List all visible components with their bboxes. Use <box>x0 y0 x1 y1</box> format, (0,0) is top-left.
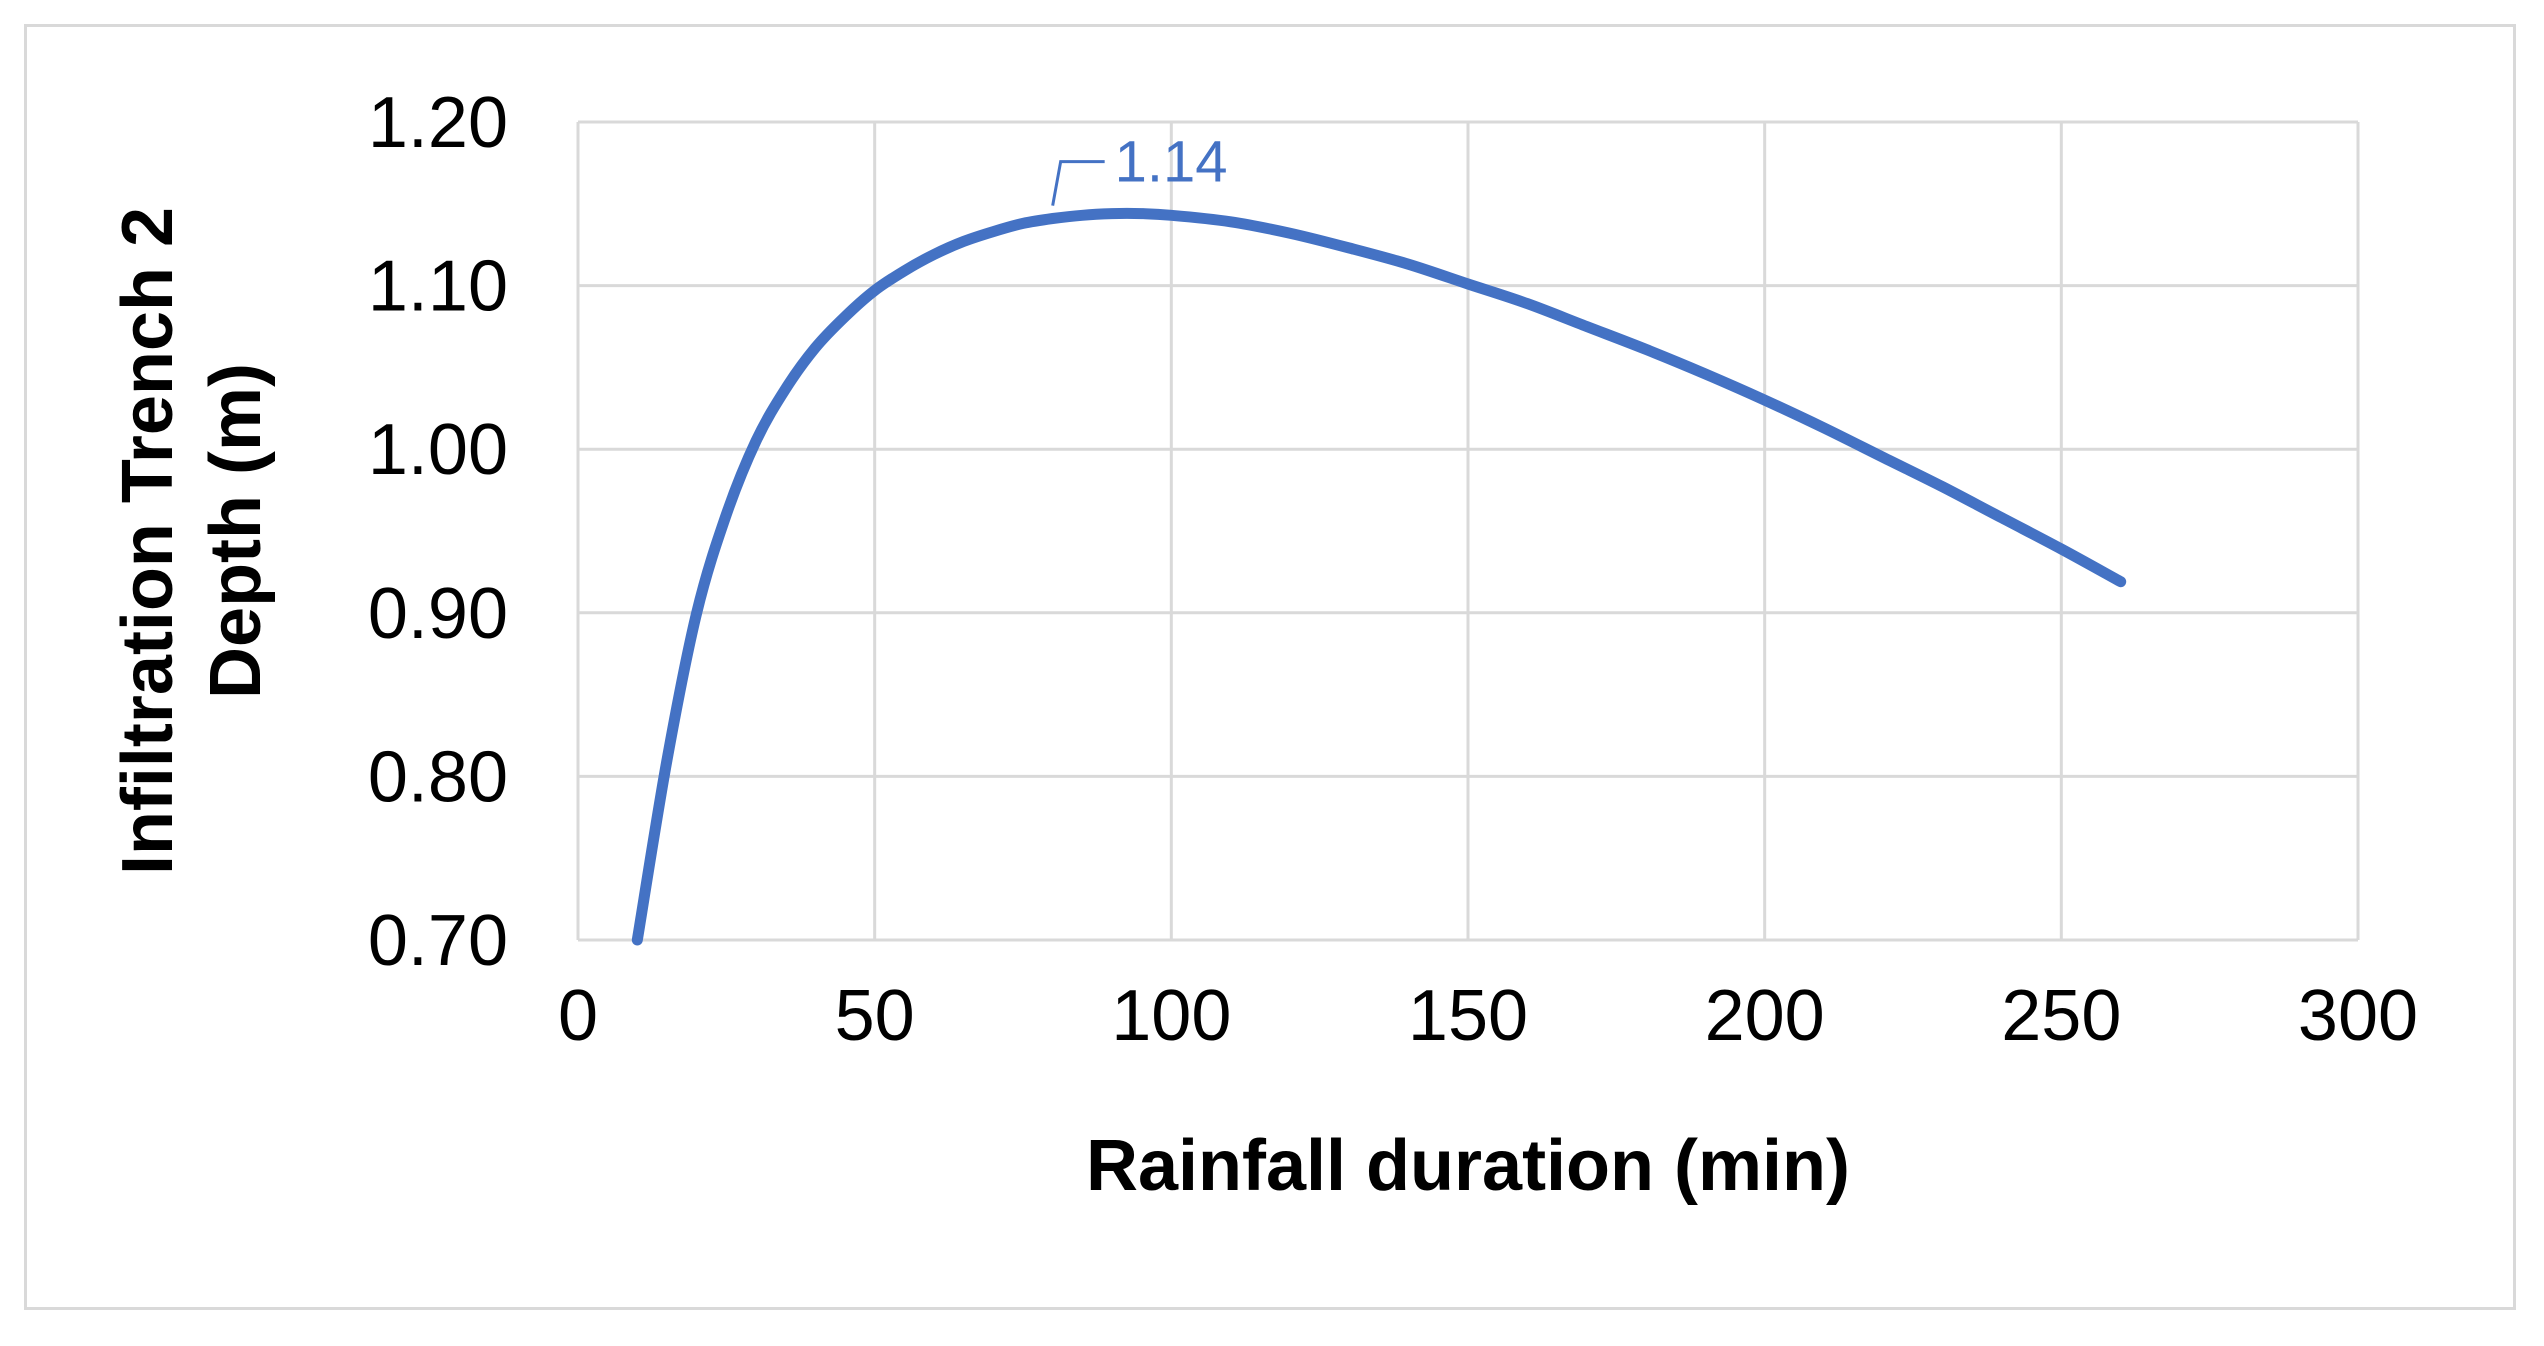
y-tick-label: 1.10 <box>368 247 508 327</box>
y-axis-title: Infiltration Trench 2 Depth (m) <box>108 187 276 875</box>
data-label-leader-line <box>1051 160 1105 206</box>
x-tick-label: 200 <box>1705 976 1825 1056</box>
x-tick-label: 50 <box>835 976 915 1056</box>
gridlines <box>576 120 2360 942</box>
x-tick-label: 150 <box>1408 976 1528 1056</box>
y-axis-title-line-1: Infiltration Trench 2 <box>108 207 188 875</box>
annotations: 1.14 <box>1051 130 1228 206</box>
y-tick-label: 0.70 <box>368 901 508 981</box>
axis-titles: Rainfall duration (min) Infiltration Tre… <box>108 187 1850 1206</box>
y-tick-label: 1.00 <box>368 410 508 490</box>
y-tick-label: 1.20 <box>368 83 508 163</box>
y-axis-title-line-2: Depth (m) <box>196 363 276 699</box>
y-tick-label: 0.80 <box>368 737 508 817</box>
chart-frame <box>24 24 2516 1310</box>
x-axis-title: Rainfall duration (min) <box>1086 1126 1850 1206</box>
x-tick-label: 100 <box>1111 976 1231 1056</box>
x-tick-label: 250 <box>2001 976 2121 1056</box>
series <box>631 207 2127 946</box>
tick-labels: 0 50 100 150 200 250 300 0.70 0.80 0.90 1.00 1.10 1.… <box>368 83 2418 1056</box>
x-tick-label: 0 <box>558 976 598 1056</box>
series-line <box>631 207 2127 946</box>
y-tick-label: 0.90 <box>368 574 508 654</box>
x-tick-label: 300 <box>2298 976 2418 1056</box>
data-label: 1.14 <box>1115 130 1228 195</box>
